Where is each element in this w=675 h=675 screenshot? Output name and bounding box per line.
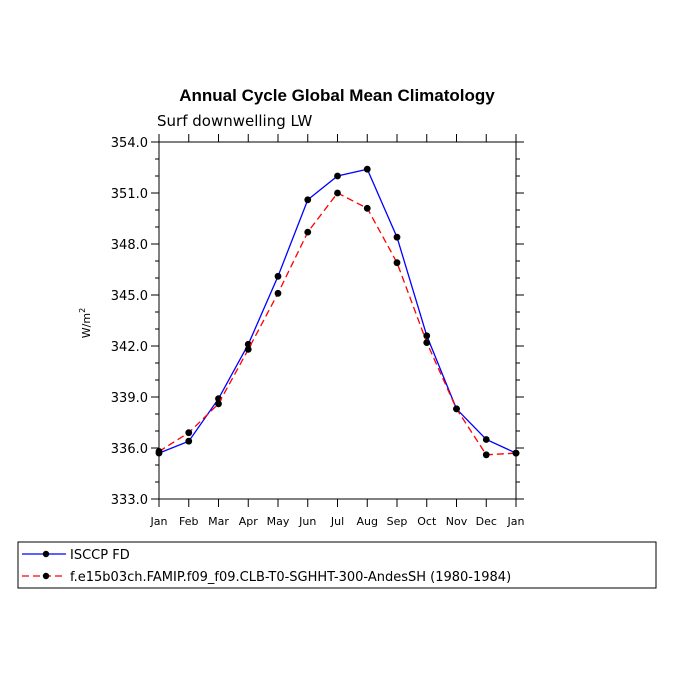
legend-label-1: ISCCP FD [70, 548, 130, 563]
x-tick-label: Apr [239, 515, 259, 528]
y-tick-label: 345.0 [111, 289, 148, 304]
x-tick-label: Jan [150, 515, 168, 528]
x-tick-label: Mar [208, 515, 229, 528]
y-axis-label-sup: 2 [78, 308, 87, 313]
chart-title: Annual Cycle Global Mean Climatology [179, 86, 495, 105]
y-tick-label: 342.0 [111, 340, 148, 355]
legend-marker-2 [42, 572, 50, 580]
series-1-point [334, 172, 341, 180]
series-2-point [274, 289, 282, 297]
series-2-point [304, 228, 312, 236]
series-2-point [512, 449, 520, 457]
y-tick-label: 339.0 [111, 391, 148, 406]
x-tick-label: May [267, 515, 290, 528]
x-tick-label: Aug [357, 515, 378, 528]
x-tick-label: Sep [387, 515, 408, 528]
series-2-point [363, 204, 371, 212]
y-tick-label: 348.0 [111, 238, 148, 253]
x-tick-label: Nov [446, 515, 468, 528]
chart-subtitle: Surf downwelling LW [157, 112, 312, 130]
y-tick-label: 354.0 [111, 136, 148, 151]
legend-label-2: f.e15b03ch.FAMIP.f09_f09.CLB-T0-SGHHT-30… [70, 570, 511, 585]
series-1-point [304, 196, 312, 204]
y-axis-label-text: W/m [80, 313, 93, 338]
y-tick-label: 333.0 [111, 493, 148, 508]
series-1-point [482, 436, 490, 443]
x-tick-label: Jan [507, 515, 525, 528]
x-tick-label: Jul [330, 515, 344, 528]
series-2-point [334, 189, 341, 197]
series-2-point [185, 429, 193, 437]
x-tick-label: Feb [179, 515, 198, 528]
series-1-point [423, 332, 431, 340]
legend-box [17, 541, 657, 589]
x-tick-label: Oct [417, 515, 437, 528]
series-line-1 [158, 168, 517, 454]
series-2-point [393, 259, 401, 267]
series-2-point [423, 339, 431, 346]
series-1-point [274, 272, 282, 280]
y-axis-label: W/m2 [78, 308, 93, 338]
series-1-point [185, 437, 193, 445]
y-tick-label: 336.0 [111, 442, 148, 457]
series-2-point [453, 405, 460, 413]
series-2-point [215, 400, 222, 408]
x-tick-label: Dec [476, 515, 497, 528]
series-2-point [482, 451, 490, 459]
series-1-point [393, 233, 401, 241]
series-1-point [363, 165, 371, 173]
y-tick-label: 351.0 [111, 187, 148, 202]
series-2-point [155, 448, 163, 455]
series-1-point [244, 340, 252, 348]
svg-text:W/m2: W/m2 [78, 308, 93, 338]
series-2-point [244, 346, 252, 353]
x-tick-label: Jun [298, 515, 316, 528]
legend-marker-1 [42, 550, 50, 558]
